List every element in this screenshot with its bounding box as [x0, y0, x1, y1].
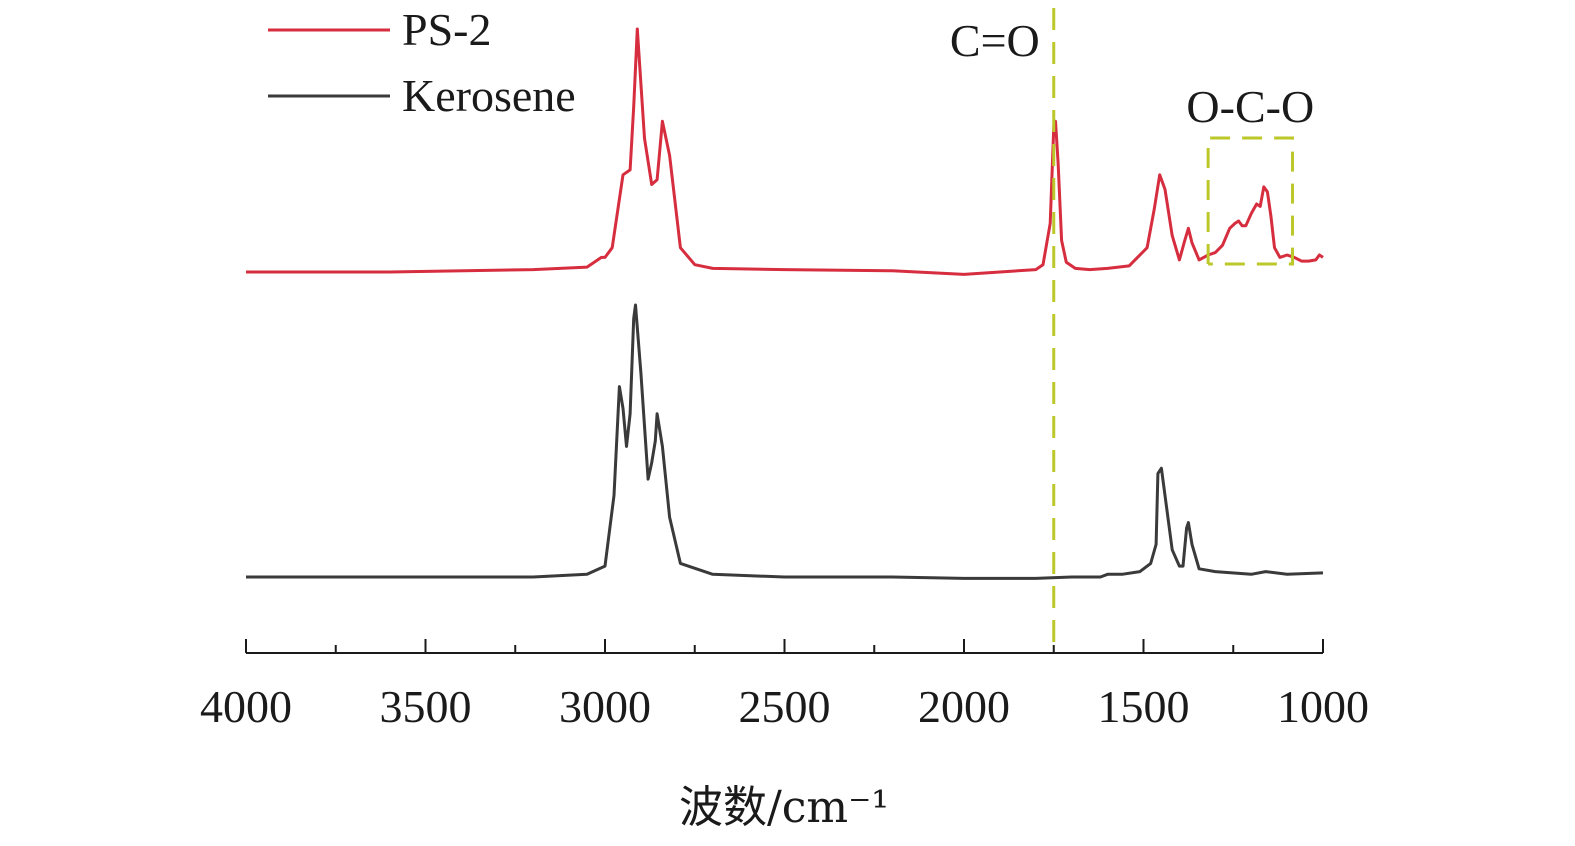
x-tick-label: 3000 [559, 681, 651, 732]
x-axis-title: 波数/cm⁻¹ [679, 782, 889, 833]
series-line-ps-2 [246, 27, 1324, 276]
carbonyl-annotation-label: C=O [950, 15, 1040, 66]
ester-region-bracket [1206, 136, 1294, 266]
legend: PS-2 Kerosene [268, 4, 576, 121]
x-axis: 4000 3500 3000 2500 2000 1500 1000 [200, 639, 1369, 732]
series-layer [246, 27, 1324, 580]
x-tick-label: 2000 [918, 681, 1010, 732]
series-line-kerosene [246, 303, 1324, 580]
legend-label: PS-2 [402, 4, 491, 55]
x-tick-label: 4000 [200, 681, 292, 732]
x-tick-label: 1000 [1277, 681, 1369, 732]
annotation-layer: C=O O-C-O [950, 8, 1314, 652]
x-tick-label: 1500 [1098, 681, 1190, 732]
x-tick-label: 3500 [380, 681, 472, 732]
ester-annotation-label: O-C-O [1186, 81, 1314, 132]
legend-label: Kerosene [402, 70, 576, 121]
x-tick-label: 2500 [739, 681, 831, 732]
